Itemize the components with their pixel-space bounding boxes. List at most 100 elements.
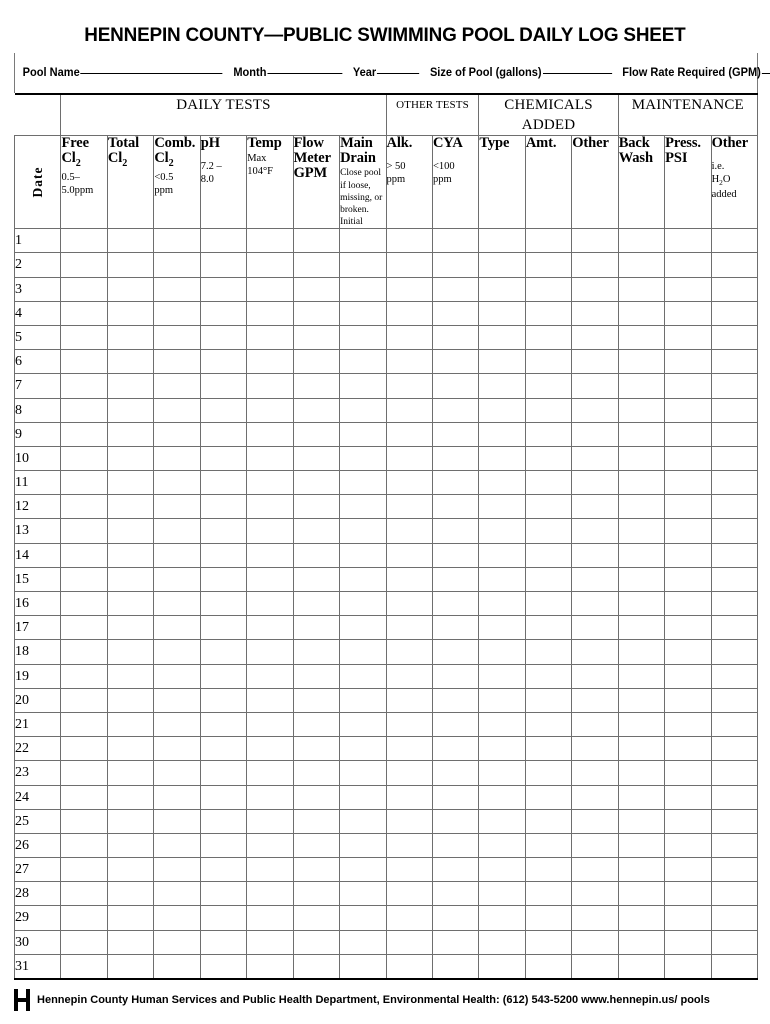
cell-maint-other[interactable] xyxy=(710,542,759,568)
cell-chem-other[interactable] xyxy=(571,228,619,254)
cell-press-psi[interactable] xyxy=(664,518,712,544)
cell-amt[interactable] xyxy=(524,228,573,254)
cell-flow-meter[interactable] xyxy=(292,808,341,834)
cell-cya[interactable] xyxy=(431,373,480,399)
cell-total-cl2[interactable] xyxy=(106,881,155,907)
cell-ph[interactable] xyxy=(199,615,248,641)
cell-main-drain[interactable] xyxy=(339,494,387,520)
cell-total-cl2[interactable] xyxy=(106,591,155,617)
cell-alk[interactable] xyxy=(385,881,433,907)
cell-press-psi[interactable] xyxy=(664,300,712,326)
form-input-month[interactable] xyxy=(267,73,343,74)
cell-total-cl2[interactable] xyxy=(106,905,155,931)
cell-flow-meter[interactable] xyxy=(292,591,341,617)
cell-press-psi[interactable] xyxy=(664,566,712,593)
cell-main-drain[interactable] xyxy=(339,518,387,544)
cell-temp[interactable] xyxy=(246,397,294,423)
cell-maint-other[interactable] xyxy=(710,663,759,689)
cell-temp[interactable] xyxy=(246,808,294,834)
cell-ph[interactable] xyxy=(199,566,248,593)
cell-amt[interactable] xyxy=(524,784,573,810)
cell-temp[interactable] xyxy=(246,566,294,593)
cell-free-cl2[interactable] xyxy=(60,276,108,302)
cell-cya[interactable] xyxy=(431,663,480,689)
cell-type[interactable] xyxy=(478,300,526,326)
cell-main-drain[interactable] xyxy=(339,736,387,762)
cell-main-drain[interactable] xyxy=(339,421,387,447)
cell-comb-cl2[interactable] xyxy=(153,373,201,399)
cell-amt[interactable] xyxy=(524,349,573,375)
cell-temp[interactable] xyxy=(246,736,294,762)
cell-back-wash[interactable] xyxy=(617,421,666,447)
cell-cya[interactable] xyxy=(431,494,480,520)
cell-chem-other[interactable] xyxy=(571,881,619,907)
cell-chem-other[interactable] xyxy=(571,639,619,665)
cell-chem-other[interactable] xyxy=(571,300,619,326)
cell-amt[interactable] xyxy=(524,373,573,399)
cell-amt[interactable] xyxy=(524,615,573,641)
cell-amt[interactable] xyxy=(524,300,573,326)
cell-alk[interactable] xyxy=(385,566,433,593)
cell-flow-meter[interactable] xyxy=(292,349,341,375)
cell-chem-other[interactable] xyxy=(571,470,619,496)
cell-alk[interactable] xyxy=(385,445,433,472)
cell-total-cl2[interactable] xyxy=(106,228,155,254)
cell-amt[interactable] xyxy=(524,687,573,713)
cell-free-cl2[interactable] xyxy=(60,953,108,980)
cell-chem-other[interactable] xyxy=(571,445,619,472)
cell-alk[interactable] xyxy=(385,542,433,568)
cell-comb-cl2[interactable] xyxy=(153,397,201,423)
cell-free-cl2[interactable] xyxy=(60,397,108,423)
cell-free-cl2[interactable] xyxy=(60,470,108,496)
cell-free-cl2[interactable] xyxy=(60,445,108,472)
cell-temp[interactable] xyxy=(246,300,294,326)
cell-cya[interactable] xyxy=(431,687,480,713)
cell-type[interactable] xyxy=(478,566,526,593)
cell-alk[interactable] xyxy=(385,373,433,399)
cell-alk[interactable] xyxy=(385,615,433,641)
cell-alk[interactable] xyxy=(385,784,433,810)
cell-temp[interactable] xyxy=(246,494,294,520)
cell-ph[interactable] xyxy=(199,470,248,496)
cell-back-wash[interactable] xyxy=(617,300,666,326)
cell-flow-meter[interactable] xyxy=(292,494,341,520)
cell-back-wash[interactable] xyxy=(617,494,666,520)
cell-back-wash[interactable] xyxy=(617,929,666,955)
cell-free-cl2[interactable] xyxy=(60,736,108,762)
cell-chem-other[interactable] xyxy=(571,711,619,738)
cell-ph[interactable] xyxy=(199,808,248,834)
cell-press-psi[interactable] xyxy=(664,373,712,399)
cell-main-drain[interactable] xyxy=(339,397,387,423)
cell-maint-other[interactable] xyxy=(710,905,759,931)
cell-type[interactable] xyxy=(478,905,526,931)
cell-comb-cl2[interactable] xyxy=(153,276,201,302)
cell-cya[interactable] xyxy=(431,639,480,665)
cell-amt[interactable] xyxy=(524,711,573,738)
cell-maint-other[interactable] xyxy=(710,300,759,326)
cell-alk[interactable] xyxy=(385,663,433,689)
cell-amt[interactable] xyxy=(524,808,573,834)
cell-cya[interactable] xyxy=(431,566,480,593)
cell-press-psi[interactable] xyxy=(664,470,712,496)
cell-back-wash[interactable] xyxy=(617,252,666,278)
cell-maint-other[interactable] xyxy=(710,324,759,351)
cell-type[interactable] xyxy=(478,615,526,641)
cell-cya[interactable] xyxy=(431,881,480,907)
cell-type[interactable] xyxy=(478,881,526,907)
cell-free-cl2[interactable] xyxy=(60,252,108,278)
cell-flow-meter[interactable] xyxy=(292,953,341,980)
cell-type[interactable] xyxy=(478,687,526,713)
cell-chem-other[interactable] xyxy=(571,953,619,980)
cell-press-psi[interactable] xyxy=(664,881,712,907)
cell-comb-cl2[interactable] xyxy=(153,953,201,980)
cell-alk[interactable] xyxy=(385,470,433,496)
form-input-pool-name[interactable] xyxy=(80,73,223,74)
cell-back-wash[interactable] xyxy=(617,881,666,907)
cell-free-cl2[interactable] xyxy=(60,542,108,568)
cell-alk[interactable] xyxy=(385,639,433,665)
cell-back-wash[interactable] xyxy=(617,639,666,665)
cell-comb-cl2[interactable] xyxy=(153,591,201,617)
cell-ph[interactable] xyxy=(199,832,248,859)
cell-ph[interactable] xyxy=(199,324,248,351)
cell-alk[interactable] xyxy=(385,905,433,931)
